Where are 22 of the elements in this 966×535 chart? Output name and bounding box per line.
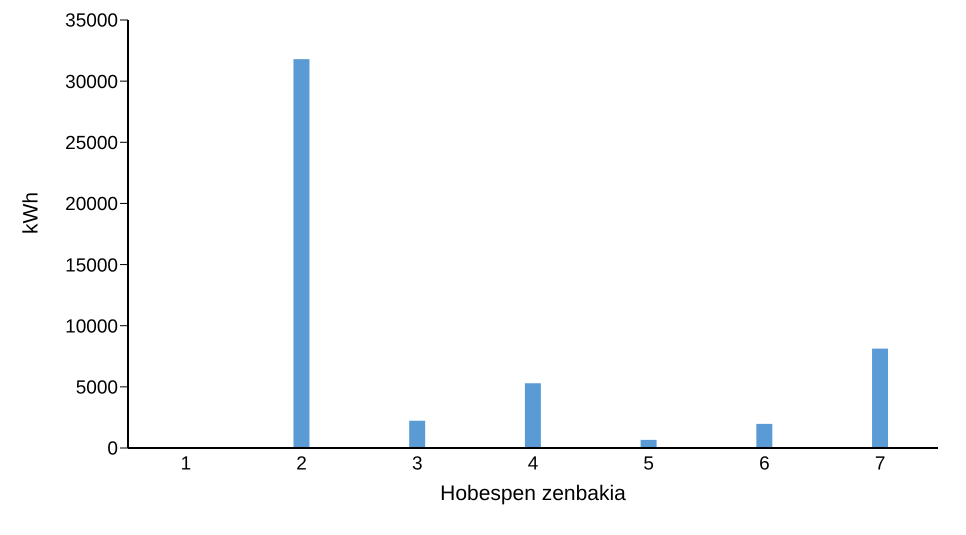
- x-tick-label: 2: [296, 453, 307, 474]
- y-tick-label: 20000: [65, 194, 118, 216]
- y-tick-label: 5000: [76, 378, 118, 399]
- y-tick-label: 25000: [65, 133, 118, 154]
- y-tick-label: 35000: [65, 10, 118, 32]
- bar: [872, 348, 888, 448]
- bar: [409, 420, 426, 448]
- bar: [293, 59, 310, 448]
- y-axis-title: kWh: [19, 192, 42, 234]
- x-tick-label: 4: [528, 453, 539, 474]
- x-axis-title: Hobespen zenbakia: [440, 482, 626, 505]
- y-tick-label: 10000: [65, 316, 118, 338]
- x-tick-label: 6: [759, 453, 770, 474]
- x-tick-label: 3: [412, 453, 423, 474]
- x-tick-label: 1: [180, 453, 192, 474]
- y-tick-label: 15000: [65, 255, 118, 276]
- y-tick-label: 30000: [65, 72, 118, 93]
- x-tick-label: 5: [643, 453, 654, 474]
- bar: [756, 424, 772, 448]
- bar: [524, 383, 541, 448]
- y-tick-label: 0: [107, 438, 118, 460]
- x-tick-label: 7: [874, 453, 886, 474]
